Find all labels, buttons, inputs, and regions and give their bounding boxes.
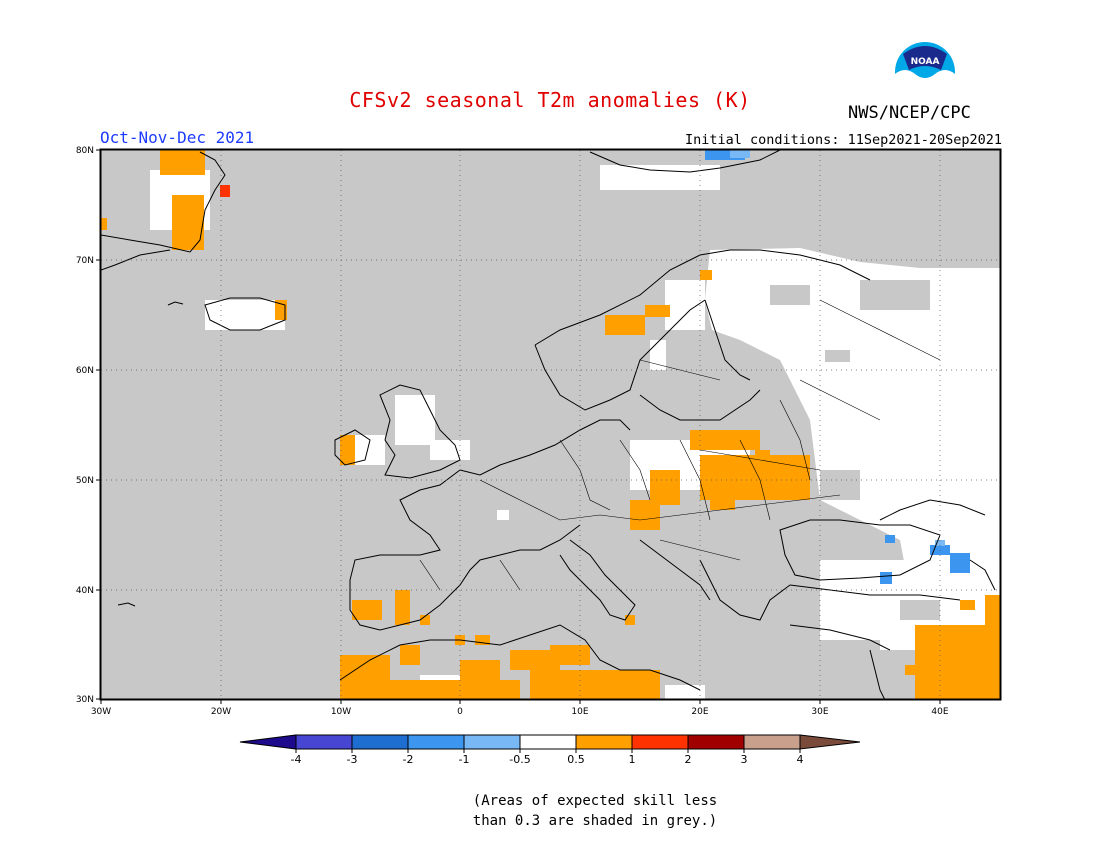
- colorbar-label: 4: [797, 753, 804, 766]
- colorbar-swatch: [519, 734, 577, 750]
- axis-ticks: [96, 149, 941, 704]
- hot-anomaly-spot: [220, 185, 230, 197]
- colorbar-arrow-left: [239, 734, 297, 750]
- skill-note: (Areas of expected skill less than 0.3 a…: [0, 791, 1100, 831]
- initial-conditions: Initial conditions: 11Sep2021-20Sep2021: [685, 132, 1002, 148]
- colorbar: [239, 734, 861, 750]
- map-frame: [99, 148, 1002, 701]
- lat-label: 40N: [76, 586, 94, 596]
- forecast-period: Oct-Nov-Dec 2021: [100, 128, 255, 147]
- lon-label: 20E: [691, 707, 708, 717]
- coastlines: [101, 150, 996, 699]
- skill-note-line: than 0.3 are shaded in grey.): [472, 813, 718, 829]
- colorbar-swatch: [575, 734, 633, 750]
- lat-label: 30N: [76, 695, 94, 705]
- colorbar-label: -1: [459, 753, 470, 766]
- colorbar-label: 2: [685, 753, 692, 766]
- lat-label: 50N: [76, 476, 94, 486]
- latitude-labels: 80N 70N 60N 50N 40N 30N: [76, 146, 94, 705]
- logo-text: NOAA: [911, 57, 940, 67]
- colorbar-labels: -4 -3 -2 -1 -0.5 0.5 1 2 3 4: [291, 753, 804, 766]
- lon-label: 30W: [91, 707, 111, 717]
- lon-label: 0: [457, 707, 463, 717]
- colorbar-swatch: [295, 734, 353, 750]
- colorbar-label: -2: [403, 753, 414, 766]
- colorbar-swatch: [351, 734, 409, 750]
- map-field: [101, 150, 1000, 699]
- lon-label: 40E: [931, 707, 948, 717]
- colorbar-label: -3: [347, 753, 358, 766]
- colorbar-label: 1: [629, 753, 636, 766]
- organization-label: NWS/NCEP/CPC: [848, 103, 971, 123]
- lon-label: 10E: [571, 707, 588, 717]
- colorbar-swatch: [407, 734, 465, 750]
- lon-label: 20W: [211, 707, 231, 717]
- colorbar-label: 3: [741, 753, 748, 766]
- lon-label: 30E: [811, 707, 828, 717]
- lat-label: 70N: [76, 256, 94, 266]
- lat-label: 60N: [76, 366, 94, 376]
- noaa-logo-icon: NOAA: [894, 41, 956, 104]
- longitude-labels: 30W 20W 10W 0 10E 20E 30E 40E: [91, 707, 949, 717]
- colorbar-swatch: [743, 734, 801, 750]
- map-title: CFSv2 seasonal T2m anomalies (K): [349, 88, 751, 112]
- colorbar-label: 0.5: [567, 753, 585, 766]
- colorbar-label: -0.5: [509, 753, 530, 766]
- colorbar-swatch: [631, 734, 689, 750]
- skill-note-line: (Areas of expected skill less: [472, 793, 718, 809]
- colorbar-arrow-right: [799, 734, 861, 750]
- lat-label: 80N: [76, 146, 94, 156]
- country-borders: [419, 299, 941, 591]
- lon-label: 10W: [331, 707, 351, 717]
- colorbar-swatch: [463, 734, 521, 750]
- colorbar-swatch: [687, 734, 745, 750]
- colorbar-label: -4: [291, 753, 302, 766]
